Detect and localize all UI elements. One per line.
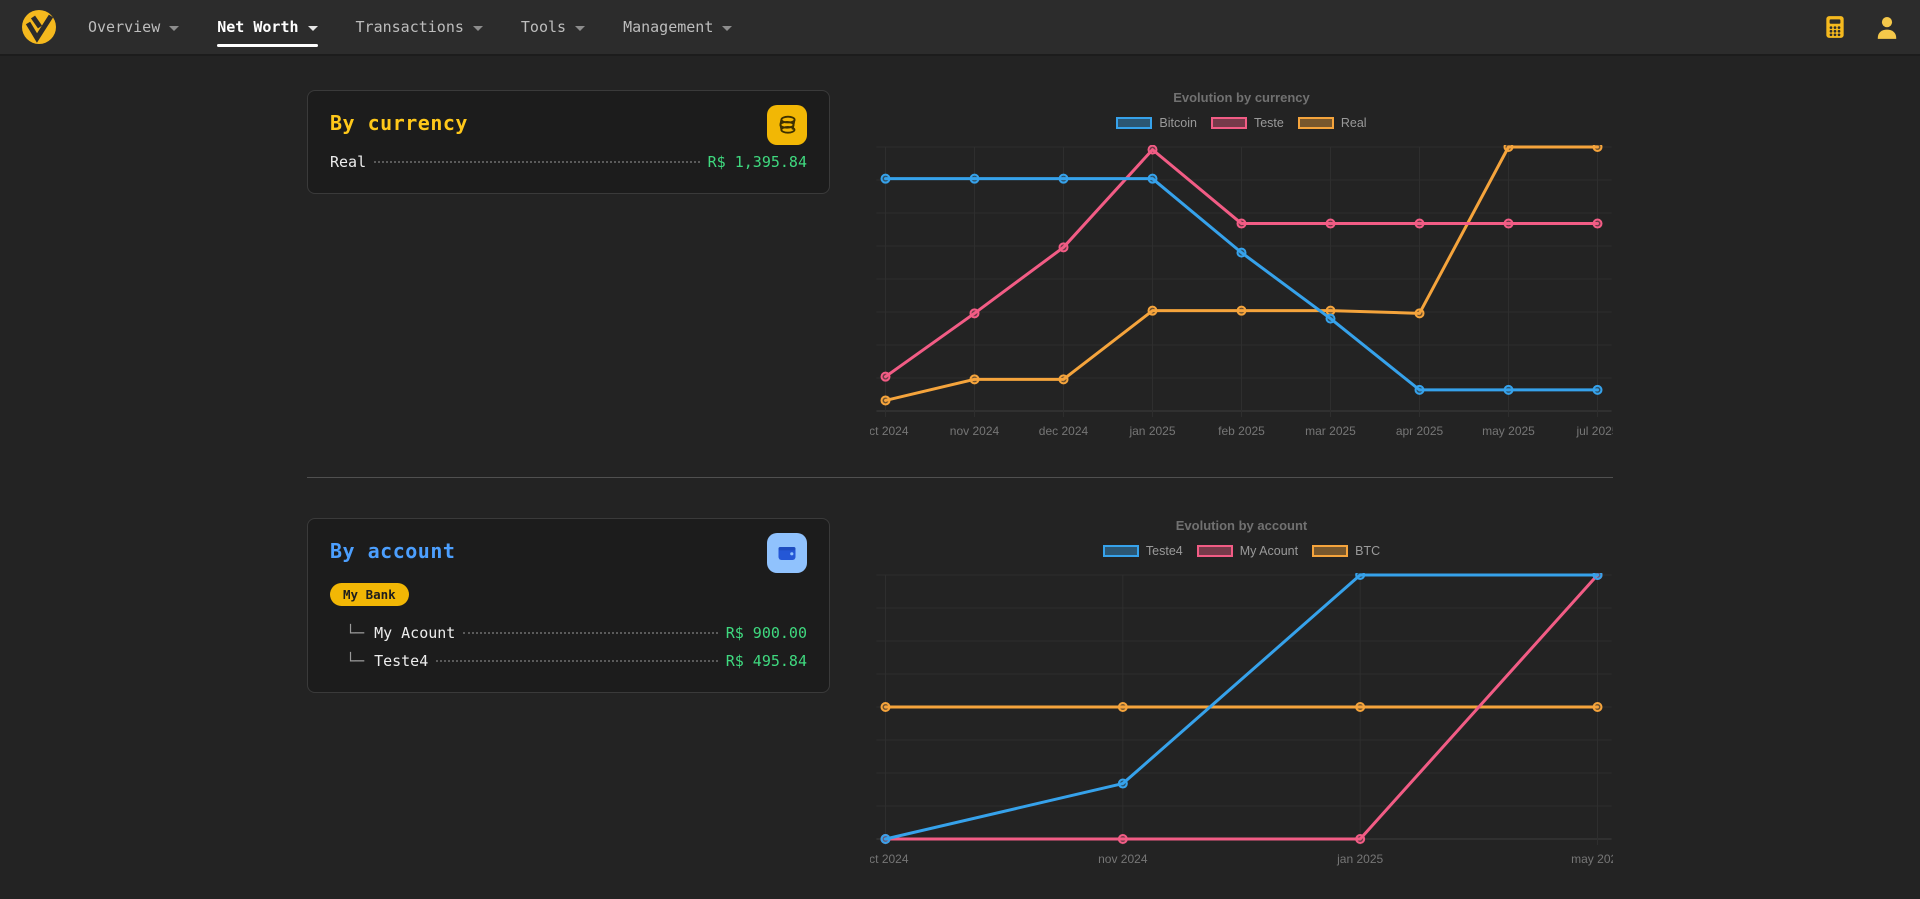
net-worth-page: By currency Real R$ 1,395.84 xyxy=(307,56,1613,869)
navbar-right xyxy=(1822,14,1900,40)
legend-item-my-acount[interactable]: My Acount xyxy=(1196,544,1299,558)
nav-item-label: Transactions xyxy=(355,18,464,36)
wallet-icon[interactable] xyxy=(767,533,807,573)
legend-item-bitcoin[interactable]: Bitcoin xyxy=(1116,116,1197,130)
chevron-down-icon xyxy=(307,25,318,31)
legend-item-real[interactable]: Real xyxy=(1297,116,1367,130)
currency-value: R$ 1,395.84 xyxy=(707,153,807,171)
account-value: R$ 900.00 xyxy=(725,624,807,642)
x-axis-label: may 2025 xyxy=(1571,852,1613,866)
nav-item-label: Management xyxy=(623,18,714,36)
legend-item-teste[interactable]: Teste xyxy=(1210,116,1284,130)
coins-icon[interactable] xyxy=(767,105,807,145)
account-row-my-acount: └─ My Acount R$ 900.00 xyxy=(330,616,807,644)
nav-item-transactions[interactable]: Transactions xyxy=(356,0,483,54)
x-axis-label: oct 2024 xyxy=(870,852,909,866)
section-divider xyxy=(307,477,1613,478)
nav-item-label: Net Worth xyxy=(217,18,299,36)
legend-label: My Acount xyxy=(1239,544,1299,558)
calculator-icon[interactable] xyxy=(1822,14,1848,40)
nav-item-net-worth[interactable]: Net Worth xyxy=(217,0,318,54)
chart-title: Evolution by account xyxy=(1175,518,1308,533)
line-chart-svg: oct 2024 nov 2024 jan 2025 may 2025 xyxy=(870,573,1613,866)
x-axis-label: jul 2025 xyxy=(1575,424,1613,438)
chart-evolution-by-account: Evolution by account Teste4 My Acount BTC … xyxy=(870,518,1613,869)
chart-legend: Teste4 My Acount BTC xyxy=(870,543,1613,559)
legend-label: Teste xyxy=(1253,116,1284,130)
nav-item-tools[interactable]: Tools xyxy=(520,0,586,54)
x-axis-label: nov 2024 xyxy=(1098,852,1148,866)
account-name: My Acount xyxy=(374,624,456,642)
nav-item-label: Tools xyxy=(520,18,567,36)
user-avatar-icon[interactable] xyxy=(1874,14,1900,40)
chevron-down-icon xyxy=(722,25,733,31)
x-axis-label: dec 2024 xyxy=(1039,424,1089,438)
navbar: Overview Net Worth Transactions Tools Ma… xyxy=(0,0,1920,56)
x-axis-label: apr 2025 xyxy=(1396,424,1444,438)
account-row-teste4: └─ Teste4 R$ 495.84 xyxy=(330,644,807,672)
card-title: By currency xyxy=(330,111,468,135)
bank-group-badge: My Bank xyxy=(330,583,409,606)
x-axis-label: nov 2024 xyxy=(950,424,1000,438)
currency-row-real: Real R$ 1,395.84 xyxy=(330,145,807,173)
x-axis-label: feb 2025 xyxy=(1218,424,1265,438)
legend-swatch xyxy=(1210,117,1247,129)
currency-name: Real xyxy=(330,153,367,171)
legend-swatch xyxy=(1196,545,1233,557)
x-axis-label: jan 2025 xyxy=(1128,424,1175,438)
nav-item-management[interactable]: Management xyxy=(623,0,733,54)
x-axis-label: oct 2024 xyxy=(870,424,909,438)
card-title: By account xyxy=(330,539,456,563)
chart-plot-area[interactable]: oct 2024 nov 2024 dec 2024 jan 2025 feb 2025… xyxy=(870,145,1613,441)
dotted-leader xyxy=(436,660,718,662)
chart-legend: Bitcoin Teste Real xyxy=(870,115,1613,131)
x-axis-label: may 2025 xyxy=(1482,424,1535,438)
chart-title: Evolution by currency xyxy=(1173,90,1310,105)
legend-label: Real xyxy=(1340,116,1367,130)
account-name: Teste4 xyxy=(374,652,429,670)
account-value: R$ 495.84 xyxy=(725,652,807,670)
legend-swatch xyxy=(1116,117,1153,129)
legend-item-btc[interactable]: BTC xyxy=(1312,544,1380,558)
dotted-leader xyxy=(374,161,700,163)
by-account-card: By account My Bank └─ My Acount R$ 900.0 xyxy=(307,518,830,693)
legend-swatch xyxy=(1297,117,1334,129)
chevron-down-icon xyxy=(575,25,586,31)
x-axis-label: jan 2025 xyxy=(1336,852,1383,866)
legend-label: Teste4 xyxy=(1145,544,1183,558)
currency-section: By currency Real R$ 1,395.84 xyxy=(307,90,1613,441)
chart-evolution-by-currency: Evolution by currency Bitcoin Teste Real o… xyxy=(870,90,1613,441)
chart-plot-area[interactable]: oct 2024 nov 2024 jan 2025 may 2025 xyxy=(870,573,1613,869)
legend-item-teste4[interactable]: Teste4 xyxy=(1102,544,1183,558)
dotted-leader xyxy=(463,632,718,634)
nav-item-label: Overview xyxy=(88,18,161,36)
chevron-down-icon xyxy=(169,25,180,31)
legend-label: BTC xyxy=(1355,544,1381,558)
legend-label: Bitcoin xyxy=(1159,116,1197,130)
account-section: By account My Bank └─ My Acount R$ 900.0 xyxy=(307,518,1613,869)
tree-branch-glyph: └─ xyxy=(346,624,365,642)
by-currency-card: By currency Real R$ 1,395.84 xyxy=(307,90,830,194)
chevron-down-icon xyxy=(472,25,483,31)
x-axis-label: mar 2025 xyxy=(1305,424,1356,438)
nav-item-overview[interactable]: Overview xyxy=(88,0,180,54)
tree-branch-glyph: └─ xyxy=(346,652,365,670)
main-nav: Overview Net Worth Transactions Tools Ma… xyxy=(88,0,733,54)
legend-swatch xyxy=(1102,545,1139,557)
legend-swatch xyxy=(1312,545,1349,557)
line-chart-svg: oct 2024 nov 2024 dec 2024 jan 2025 feb 2025… xyxy=(870,145,1613,438)
brand-logo-icon[interactable] xyxy=(20,8,58,46)
